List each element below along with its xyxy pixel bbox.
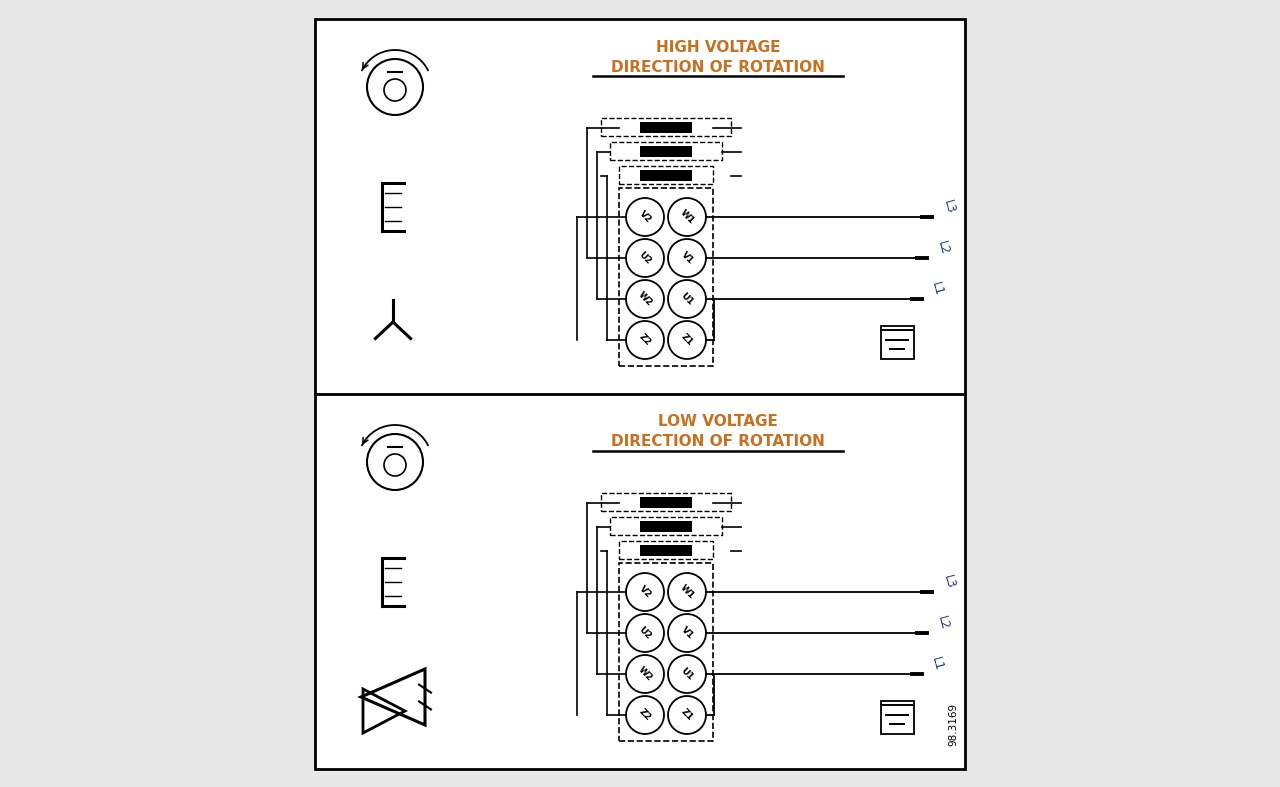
Bar [315, 19, 965, 769]
Text: U2: U2 [637, 250, 653, 266]
Bar [640, 170, 692, 181]
Circle shape [626, 239, 664, 277]
Circle shape [626, 655, 664, 693]
Bar [881, 700, 914, 733]
Circle shape [668, 321, 707, 359]
Bar [620, 563, 713, 741]
Bar [881, 326, 914, 359]
Circle shape [626, 614, 664, 652]
Circle shape [668, 614, 707, 652]
Bar [602, 493, 731, 511]
Circle shape [626, 573, 664, 611]
Text: V1: V1 [680, 625, 695, 641]
Text: U1: U1 [678, 291, 695, 307]
Text: W2: W2 [636, 290, 654, 308]
Text: L2: L2 [934, 239, 951, 256]
Circle shape [384, 79, 406, 101]
Text: L3: L3 [941, 573, 957, 590]
Bar [620, 166, 713, 184]
Circle shape [367, 434, 422, 490]
Bar [611, 142, 722, 160]
Text: L3: L3 [941, 198, 957, 215]
Bar [620, 541, 713, 559]
Circle shape [626, 696, 664, 734]
Circle shape [668, 198, 707, 236]
Text: L2: L2 [934, 614, 951, 631]
Circle shape [668, 696, 707, 734]
Circle shape [384, 454, 406, 476]
Bar [611, 517, 722, 535]
Text: L1: L1 [929, 280, 945, 297]
Text: U1: U1 [678, 666, 695, 682]
Circle shape [626, 280, 664, 318]
Text: Z1: Z1 [680, 708, 695, 722]
Text: V2: V2 [637, 209, 653, 225]
Text: DIRECTION OF ROTATION: DIRECTION OF ROTATION [611, 60, 824, 75]
Text: LOW VOLTAGE: LOW VOLTAGE [658, 415, 778, 430]
Circle shape [626, 198, 664, 236]
Text: W1: W1 [678, 583, 696, 601]
Text: L1: L1 [929, 655, 945, 672]
Bar [640, 122, 692, 133]
Circle shape [668, 280, 707, 318]
Text: Z2: Z2 [637, 332, 653, 348]
Text: W2: W2 [636, 665, 654, 683]
Bar [640, 521, 692, 532]
Text: W1: W1 [678, 208, 696, 226]
Circle shape [626, 321, 664, 359]
Circle shape [668, 655, 707, 693]
Bar [640, 545, 692, 556]
Text: Z1: Z1 [680, 332, 695, 348]
Text: 98.3169: 98.3169 [948, 703, 957, 745]
Text: DIRECTION OF ROTATION: DIRECTION OF ROTATION [611, 434, 824, 449]
Text: V2: V2 [637, 584, 653, 600]
Text: Z2: Z2 [637, 708, 653, 722]
Text: U2: U2 [637, 625, 653, 641]
Text: HIGH VOLTAGE: HIGH VOLTAGE [655, 39, 781, 54]
Bar [620, 188, 713, 366]
Bar [602, 118, 731, 136]
Circle shape [668, 573, 707, 611]
Text: V1: V1 [680, 250, 695, 266]
Bar [640, 497, 692, 508]
Bar [640, 146, 692, 157]
Circle shape [668, 239, 707, 277]
Circle shape [367, 59, 422, 115]
